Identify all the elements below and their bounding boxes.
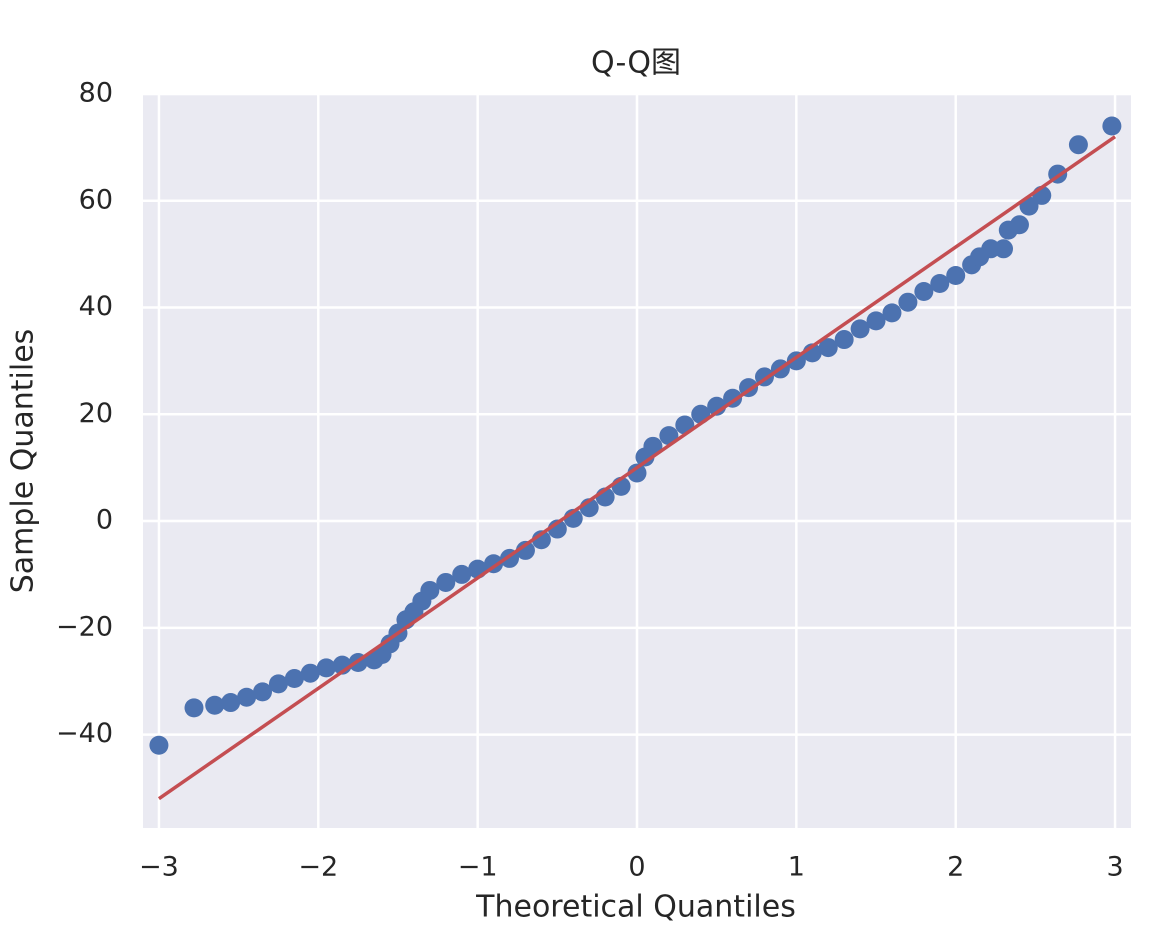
- point: [898, 292, 918, 312]
- x-axis-label: Theoretical Quantiles: [475, 890, 796, 925]
- point: [1009, 215, 1029, 235]
- x-tick-label: 3: [1106, 852, 1123, 883]
- point: [930, 274, 950, 294]
- chart-title: Q-Q图: [591, 46, 681, 81]
- point: [184, 698, 204, 718]
- point: [866, 311, 886, 331]
- y-tick-label: −40: [56, 718, 113, 749]
- x-tick-label: −2: [298, 852, 338, 883]
- y-axis-label: Sample Quantiles: [6, 329, 41, 594]
- point: [531, 530, 551, 550]
- point: [205, 695, 225, 715]
- point: [627, 463, 647, 483]
- point: [300, 663, 320, 683]
- x-tick-label: 0: [628, 852, 645, 883]
- point: [994, 239, 1014, 259]
- point: [253, 682, 273, 702]
- grid: [143, 92, 1131, 828]
- point: [316, 658, 336, 678]
- y-tick-label: 80: [79, 78, 113, 109]
- point: [1102, 116, 1122, 136]
- y-tick-label: 60: [79, 184, 113, 215]
- point: [436, 572, 456, 592]
- point: [914, 282, 934, 302]
- x-tick-label: 2: [947, 852, 964, 883]
- point: [946, 265, 966, 285]
- marks: [149, 116, 1122, 801]
- y-tick-label: −20: [56, 611, 113, 642]
- point: [1068, 135, 1088, 155]
- point: [452, 564, 472, 584]
- x-tick-label: −1: [458, 852, 498, 883]
- point: [420, 580, 440, 600]
- point: [149, 735, 169, 755]
- y-tick-label: 20: [79, 398, 113, 429]
- x-tick-label: 1: [788, 852, 805, 883]
- point: [834, 330, 854, 350]
- point: [850, 319, 870, 339]
- point: [221, 693, 241, 713]
- x-tick-label: −3: [139, 852, 179, 883]
- point: [515, 540, 535, 560]
- reference-line: [157, 135, 1117, 801]
- point: [882, 303, 902, 323]
- y-tick-label: 40: [79, 291, 113, 322]
- point: [237, 687, 257, 707]
- point: [268, 674, 288, 694]
- point: [643, 436, 663, 456]
- point: [284, 669, 304, 689]
- y-tick-label: 0: [96, 505, 113, 536]
- point: [818, 338, 838, 358]
